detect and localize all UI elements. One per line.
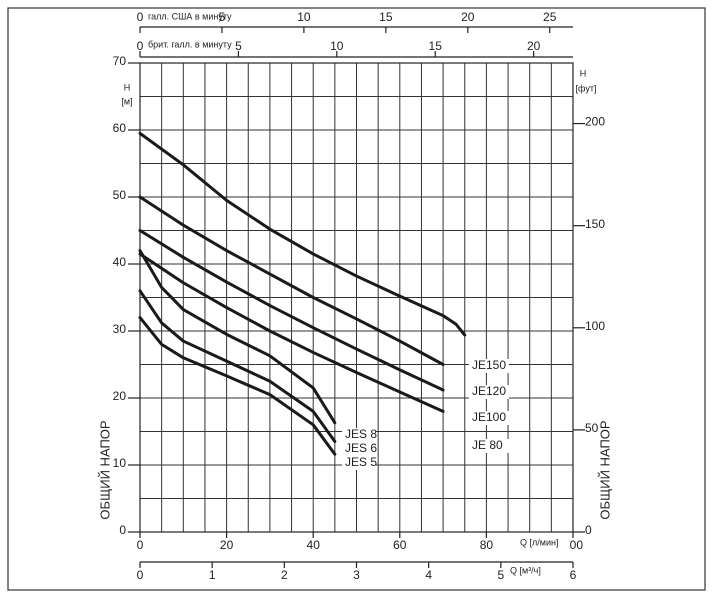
curve xyxy=(138,195,445,366)
axis-label: Q [м³/ч] xyxy=(510,565,541,575)
axis-tick-label: 0 xyxy=(137,10,144,24)
axis-tick-label: 2 xyxy=(281,568,288,582)
curve-label: JE150 xyxy=(472,358,506,372)
y2-unit-label: H xyxy=(580,68,587,78)
axis-tick-label: 5 xyxy=(235,39,242,53)
axis-tick-label: 25 xyxy=(543,10,557,24)
curve xyxy=(138,229,445,392)
y-unit: [м] xyxy=(121,96,132,106)
x-tick-label: 60 xyxy=(393,538,407,552)
axis-tick-label: 5 xyxy=(219,10,226,24)
y-unit-label: H xyxy=(124,82,131,92)
axis-tick-label: 0 xyxy=(137,568,144,582)
curve-label: JE100 xyxy=(472,410,506,424)
curve xyxy=(138,316,337,456)
x-label-bg xyxy=(519,536,569,550)
y2-tick-label: 100 xyxy=(585,319,605,333)
y2-tick-label: 0 xyxy=(585,523,592,537)
y2-tick-label: 150 xyxy=(585,217,605,231)
axis-tick-label: 10 xyxy=(297,10,311,24)
curve-label-bg xyxy=(342,442,376,456)
x-tick-label: 20 xyxy=(220,538,234,552)
x-tick-label: 0 xyxy=(137,538,144,552)
y-tick-label: 20 xyxy=(113,389,127,403)
axis-tick-label: 10 xyxy=(330,39,344,53)
axis-tick-label: 1 xyxy=(209,568,216,582)
y-tick-label: 30 xyxy=(113,322,127,336)
axis-tick-label: 5 xyxy=(497,568,504,582)
y-tick-label: 50 xyxy=(113,188,127,202)
y2-tick-label: 200 xyxy=(585,115,605,129)
axis-tick-label: 0 xyxy=(137,39,144,53)
axis-tick-label: 20 xyxy=(527,39,541,53)
y2-unit: [фут] xyxy=(576,83,597,93)
frame xyxy=(7,7,706,591)
x-tick-label: 80 xyxy=(480,538,494,552)
curve-label-bg xyxy=(469,411,509,425)
x-label: Q [л/мин] xyxy=(520,537,558,547)
axis-label: галл. США в минуту xyxy=(148,11,232,21)
y-tick-label: 40 xyxy=(113,255,127,269)
y-tick-label: 70 xyxy=(113,54,127,68)
curve-label: JE120 xyxy=(472,384,506,398)
y-tick-label: 60 xyxy=(113,121,127,135)
curve-label-bg xyxy=(342,428,376,442)
y-title: ОБЩИЙ НАПОР xyxy=(97,420,112,519)
curve-label: JES 8 xyxy=(345,427,377,441)
curve-label-bg xyxy=(469,439,509,453)
y-tick-label: 10 xyxy=(113,456,127,470)
curve-label-bg xyxy=(342,456,376,470)
curve xyxy=(138,252,445,413)
axis-label: брит. галл. в минуту xyxy=(148,39,232,49)
x-tick-label: 40 xyxy=(307,538,321,552)
axis-tick-label: 4 xyxy=(425,568,432,582)
axis-tick-label: 20 xyxy=(461,10,475,24)
axis-tick-label: 6 xyxy=(570,568,577,582)
y2-tick-label: 50 xyxy=(585,421,599,435)
curve xyxy=(138,131,467,337)
plot-border xyxy=(139,62,574,533)
curve-label: JES 5 xyxy=(345,455,377,469)
y-tick-label: 0 xyxy=(119,523,126,537)
curve-label-bg xyxy=(469,359,509,373)
curve xyxy=(138,249,337,425)
curve-label-bg xyxy=(469,385,509,399)
axis-tick-label: 15 xyxy=(429,39,443,53)
curve xyxy=(138,289,337,444)
y2-title: ОБЩИЙ НАПОР xyxy=(597,420,612,519)
axis-tick-label: 3 xyxy=(353,568,360,582)
curve-label: JE 80 xyxy=(472,438,503,452)
axis-tick-label: 15 xyxy=(379,10,393,24)
curve-label: JES 6 xyxy=(345,441,377,455)
